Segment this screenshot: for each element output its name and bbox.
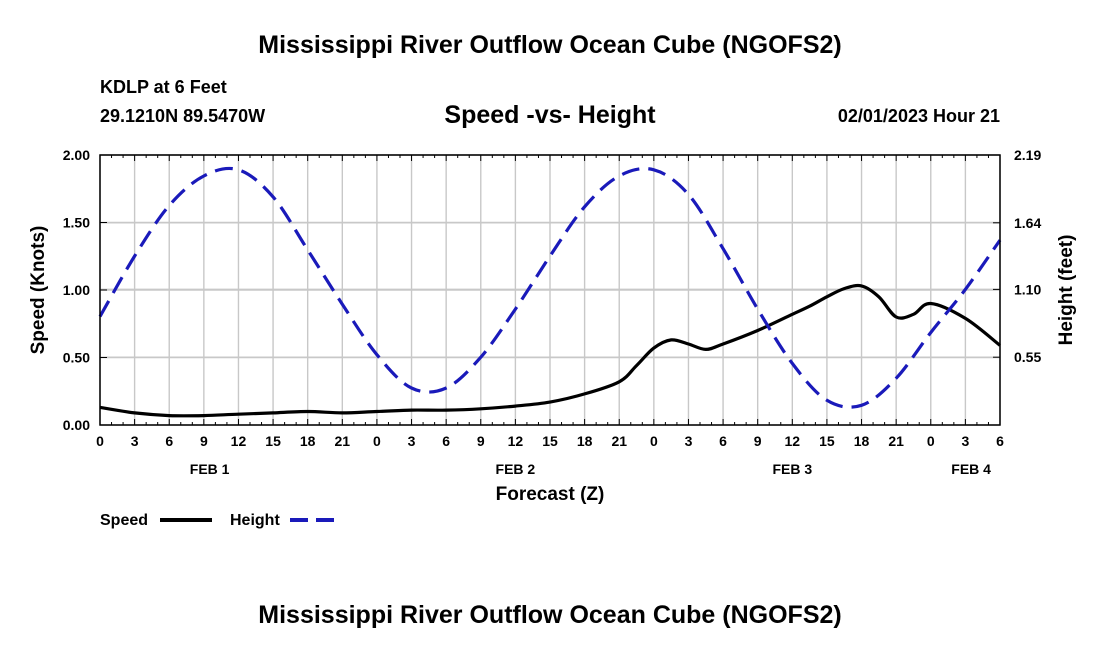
- y-left-tick-label: 0.00: [63, 417, 90, 433]
- y-right-tick-label: 1.10: [1014, 281, 1041, 297]
- x-tick-label: 21: [888, 433, 904, 449]
- main-title: Mississippi River Outflow Ocean Cube (NG…: [258, 31, 842, 59]
- y-left-tick-label: 0.50: [63, 350, 90, 366]
- y-left-tick-label: 2.00: [63, 147, 90, 163]
- x-tick-label: 3: [408, 433, 416, 449]
- x-tick-label: 18: [854, 433, 870, 449]
- grid-layer: [99, 154, 1001, 426]
- y-left-axis-title: Speed (Knots): [28, 226, 49, 355]
- y-right-tick-label: 0.55: [1014, 349, 1041, 365]
- bottom-title: Mississippi River Outflow Ocean Cube (NG…: [258, 601, 842, 629]
- x-tick-label: 6: [719, 433, 727, 449]
- x-tick-label: 12: [231, 433, 247, 449]
- x-tick-label: 9: [754, 433, 762, 449]
- x-tick-label: 18: [300, 433, 316, 449]
- legend-height-label: Height: [230, 512, 280, 529]
- x-tick-label: 21: [335, 433, 351, 449]
- x-tick-label: 0: [650, 433, 658, 449]
- x-tick-label: 0: [373, 433, 381, 449]
- x-tick-label: 15: [542, 433, 558, 449]
- speed-series-line: [99, 283, 1001, 418]
- day-label: FEB 3: [772, 461, 812, 477]
- day-label: FEB 4: [951, 461, 991, 477]
- x-tick-label: 3: [131, 433, 139, 449]
- x-tick-label: 18: [577, 433, 593, 449]
- x-tick-label: 6: [996, 433, 1004, 449]
- x-tick-label: 15: [265, 433, 281, 449]
- y-left-tick-label: 1.50: [63, 215, 90, 231]
- day-label: FEB 2: [496, 461, 536, 477]
- x-tick-label: 3: [685, 433, 693, 449]
- x-tick-label: 12: [508, 433, 524, 449]
- x-tick-label: 3: [961, 433, 969, 449]
- forecast-datetime: 02/01/2023 Hour 21: [837, 106, 1000, 126]
- y-right-tick-label: 1.64: [1014, 215, 1041, 231]
- chart-subtitle: Speed -vs- Height: [444, 101, 656, 129]
- x-tick-label: 6: [442, 433, 450, 449]
- x-tick-label: 12: [785, 433, 801, 449]
- x-axis-title: Forecast (Z): [496, 484, 605, 505]
- x-tick-label: 0: [927, 433, 935, 449]
- x-tick-label: 6: [165, 433, 173, 449]
- day-label: FEB 1: [190, 461, 230, 477]
- x-tick-label: 15: [819, 433, 835, 449]
- series-layer: [98, 166, 1002, 418]
- labels-layer: 0 3 6 9 12 15 18 21 0 3 6 9 12 15 18 21 0 3 6 9 12 15 18 21 0 3 6 0…: [28, 147, 1077, 505]
- x-tick-label: 9: [200, 433, 208, 449]
- x-tick-label: 0: [96, 433, 104, 449]
- legend-layer: Speed Height: [100, 512, 342, 529]
- x-tick-label: 21: [611, 433, 627, 449]
- station-coordinates: 29.1210N 89.5470W: [100, 106, 266, 126]
- y-left-tick-label: 1.00: [63, 282, 90, 298]
- ticks-layer: [99, 154, 1001, 426]
- x-tick-label: 9: [477, 433, 485, 449]
- station-label: KDLP at 6 Feet: [100, 77, 227, 97]
- legend-speed-label: Speed: [100, 512, 148, 529]
- y-right-tick-label: 2.19: [1014, 147, 1041, 163]
- height-series-line: [98, 166, 1002, 409]
- y-right-axis-title: Height (feet): [1056, 235, 1077, 346]
